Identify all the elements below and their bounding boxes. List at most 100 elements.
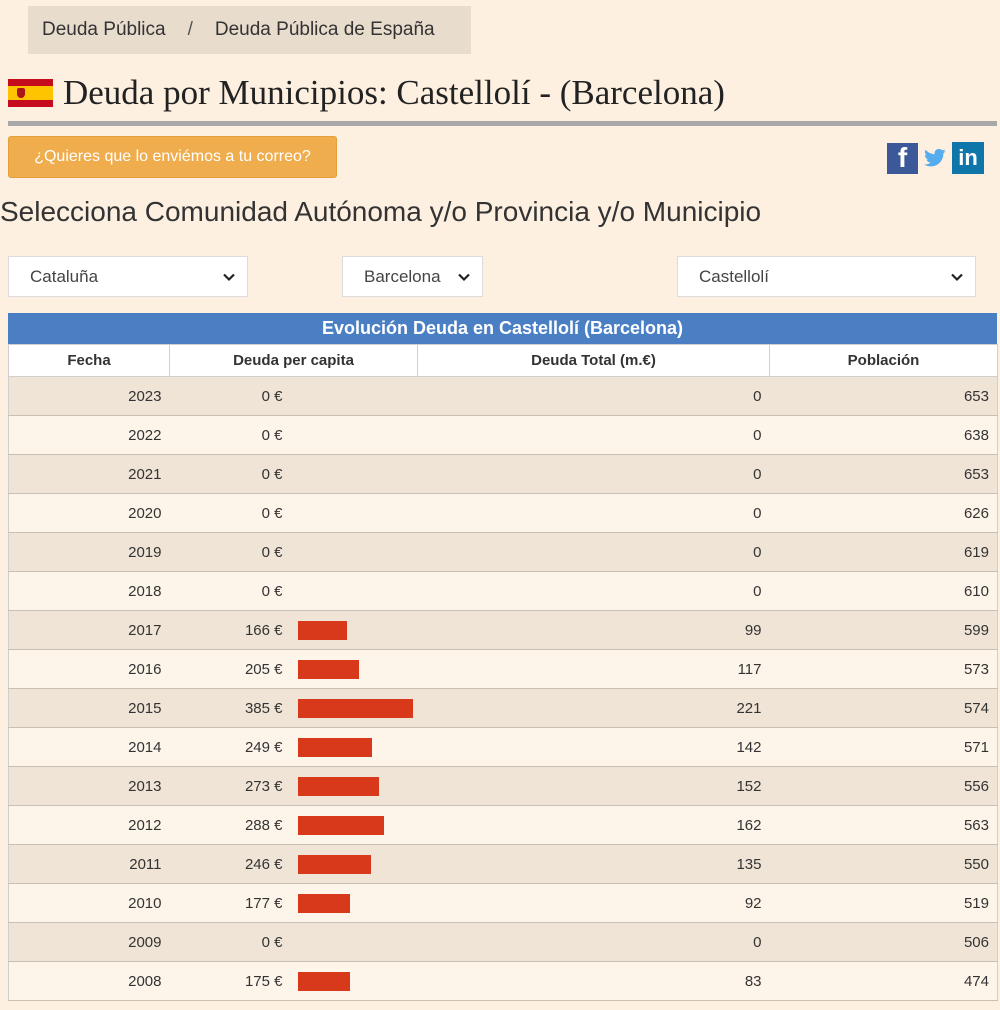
cell-poblacion: 563 [769,805,998,845]
cell-deuda-total: 99 [417,610,770,650]
cell-deuda-total: 0 [417,493,770,533]
cell-deuda-per-capita: 0 € [169,532,418,572]
per-capita-value: 177 € [244,895,283,912]
per-capita-bar [297,894,351,913]
cell-deuda-total: 221 [417,688,770,728]
chevron-down-icon [223,273,235,281]
cell-fecha: 2016 [8,649,170,689]
table-row: 2015 385 € 221 574 [8,688,998,728]
per-capita-value: 0 € [261,544,283,561]
title-row: Deuda por Municipios: Castellolí - (Barc… [8,66,725,120]
per-capita-value: 0 € [261,466,283,483]
cell-deuda-per-capita: 0 € [169,493,418,533]
email-me-button[interactable]: ¿Quieres que lo enviémos a tu correo? [8,136,337,178]
provincia-select-value: Barcelona [364,266,441,286]
cell-poblacion: 556 [769,766,998,806]
table-title: Evolución Deuda en Castellolí (Barcelona… [8,313,997,344]
table-row: 2016 205 € 117 573 [8,649,998,689]
cell-poblacion: 599 [769,610,998,650]
cell-poblacion: 550 [769,844,998,884]
page-title: Deuda por Municipios: Castellolí - (Barc… [63,73,725,112]
cell-deuda-per-capita: 175 € [169,961,418,1001]
table-row: 2014 249 € 142 571 [8,727,998,767]
per-capita-bar [297,738,372,757]
cell-poblacion: 619 [769,532,998,572]
cell-fecha: 2012 [8,805,170,845]
per-capita-value: 205 € [244,661,283,678]
comunidad-select[interactable]: Cataluña [8,256,248,297]
cell-deuda-per-capita: 0 € [169,922,418,962]
per-capita-value: 273 € [244,778,283,795]
cell-deuda-total: 135 [417,844,770,884]
table-row: 2013 273 € 152 556 [8,766,998,806]
per-capita-value: 385 € [244,700,283,717]
cell-deuda-total: 0 [417,532,770,572]
table-row: 2011 246 € 135 550 [8,844,998,884]
cell-fecha: 2019 [8,532,170,572]
per-capita-value: 288 € [244,817,283,834]
table-row: 2017 166 € 99 599 [8,610,998,650]
cell-deuda-per-capita: 0 € [169,571,418,611]
cell-deuda-per-capita: 246 € [169,844,418,884]
cell-poblacion: 571 [769,727,998,767]
cell-fecha: 2020 [8,493,170,533]
cell-fecha: 2018 [8,571,170,611]
per-capita-value: 175 € [244,973,283,990]
cell-deuda-total: 0 [417,415,770,455]
cell-fecha: 2010 [8,883,170,923]
cell-deuda-total: 117 [417,649,770,689]
linkedin-icon[interactable]: in [952,142,984,174]
column-header-fecha: Fecha [8,344,170,377]
per-capita-value: 0 € [261,934,283,951]
breadcrumb-item-deuda-espana[interactable]: Deuda Pública de España [214,19,435,40]
cell-fecha: 2023 [8,376,170,416]
table-row: 2021 0 € 0 653 [8,454,998,494]
cell-deuda-total: 0 [417,454,770,494]
municipio-select[interactable]: Castellolí [677,256,976,297]
cell-poblacion: 574 [769,688,998,728]
cell-poblacion: 653 [769,376,998,416]
facebook-icon[interactable]: f [887,142,918,174]
cell-deuda-total: 162 [417,805,770,845]
table-row: 2009 0 € 0 506 [8,922,998,962]
provincia-select[interactable]: Barcelona [342,256,483,297]
per-capita-bar [297,777,380,796]
cell-deuda-total: 92 [417,883,770,923]
per-capita-bar [297,660,359,679]
twitter-icon[interactable] [924,143,946,174]
cell-fecha: 2009 [8,922,170,962]
cell-fecha: 2013 [8,766,170,806]
cell-deuda-per-capita: 385 € [169,688,418,728]
breadcrumb: Deuda Pública / Deuda Pública de España [28,6,471,54]
cell-poblacion: 506 [769,922,998,962]
cell-deuda-per-capita: 0 € [169,454,418,494]
per-capita-bar [297,816,384,835]
cell-deuda-per-capita: 273 € [169,766,418,806]
per-capita-value: 249 € [244,739,283,756]
breadcrumb-item-deuda-publica[interactable]: Deuda Pública [42,19,166,40]
breadcrumb-separator: / [187,19,193,40]
cell-fecha: 2008 [8,961,170,1001]
select-heading: Selecciona Comunidad Autónoma y/o Provin… [0,196,762,227]
column-header-deuda-total: Deuda Total (m.€) [417,344,770,377]
cell-fecha: 2014 [8,727,170,767]
comunidad-select-value: Cataluña [30,266,99,286]
table-row: 2020 0 € 0 626 [8,493,998,533]
cell-deuda-total: 152 [417,766,770,806]
table-row: 2012 288 € 162 563 [8,805,998,845]
per-capita-value: 246 € [244,856,283,873]
cell-poblacion: 474 [769,961,998,1001]
cell-fecha: 2011 [8,844,170,884]
debt-table-container: Evolución Deuda en Castellolí (Barcelona… [8,313,998,1001]
table-header-row: Fecha Deuda per capita Deuda Total (m.€)… [8,344,998,377]
social-share: f in [887,142,984,174]
cell-deuda-per-capita: 249 € [169,727,418,767]
chevron-down-icon [951,273,963,281]
per-capita-value: 166 € [244,622,283,639]
cell-deuda-per-capita: 0 € [169,415,418,455]
cell-deuda-per-capita: 166 € [169,610,418,650]
table-row: 2018 0 € 0 610 [8,571,998,611]
table-row: 2010 177 € 92 519 [8,883,998,923]
title-divider [8,121,997,126]
per-capita-value: 0 € [261,583,283,600]
